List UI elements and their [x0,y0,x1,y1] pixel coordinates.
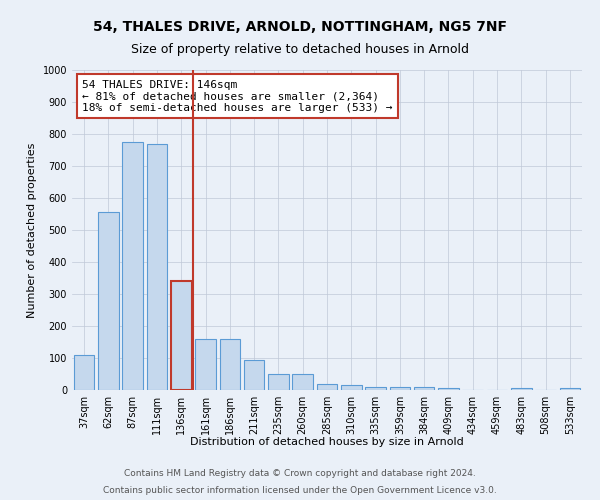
Bar [292,374,313,390]
Bar [341,385,362,390]
Bar [268,374,289,390]
Bar [317,384,337,390]
Bar [244,360,265,390]
Bar [365,387,386,390]
Bar [74,355,94,390]
Y-axis label: Number of detached properties: Number of detached properties [27,142,37,318]
Bar [195,339,216,390]
Bar [414,387,434,390]
Text: Contains HM Land Registry data © Crown copyright and database right 2024.: Contains HM Land Registry data © Crown c… [124,468,476,477]
Text: Contains public sector information licensed under the Open Government Licence v3: Contains public sector information licen… [103,486,497,495]
Bar [438,388,459,390]
Bar [98,212,119,390]
Bar [220,339,240,390]
Bar [389,387,410,390]
X-axis label: Distribution of detached houses by size in Arnold: Distribution of detached houses by size … [190,437,464,447]
Bar [560,388,580,390]
Text: Size of property relative to detached houses in Arnold: Size of property relative to detached ho… [131,42,469,56]
Bar [171,281,191,390]
Text: 54 THALES DRIVE: 146sqm
← 81% of detached houses are smaller (2,364)
18% of semi: 54 THALES DRIVE: 146sqm ← 81% of detache… [82,80,392,113]
Bar [511,388,532,390]
Bar [122,142,143,390]
Text: 54, THALES DRIVE, ARNOLD, NOTTINGHAM, NG5 7NF: 54, THALES DRIVE, ARNOLD, NOTTINGHAM, NG… [93,20,507,34]
Bar [146,144,167,390]
